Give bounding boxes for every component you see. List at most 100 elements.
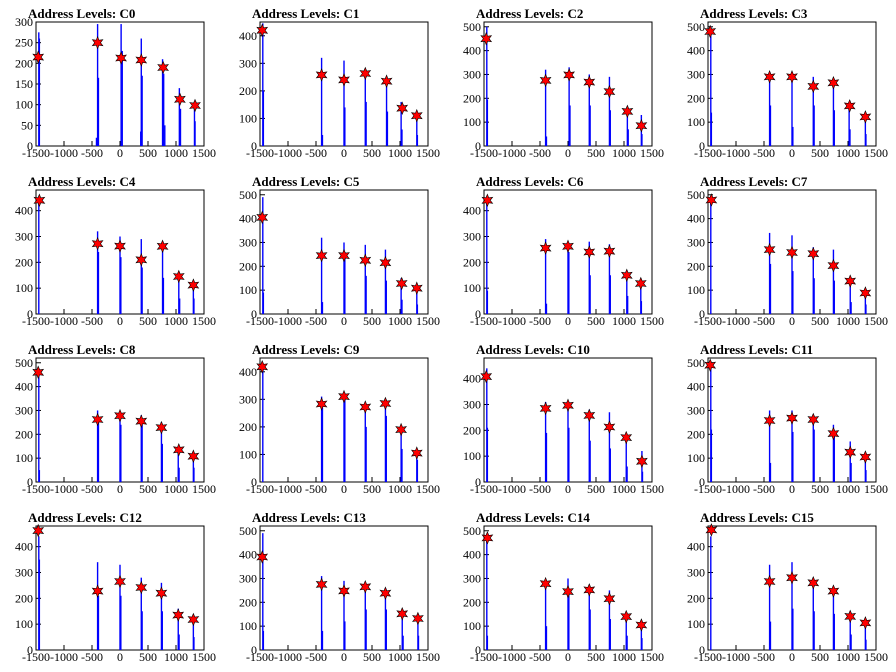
chart-title: Address Levels: C6 <box>476 174 584 189</box>
y-tick-label: 300 <box>687 566 705 580</box>
y-tick-label: 200 <box>239 595 257 609</box>
x-tick-label: -500 <box>81 650 103 664</box>
peak-marker <box>187 449 200 463</box>
y-tick-label: 300 <box>687 235 705 249</box>
chart-svg: Address Levels: C1 0 100 200 300 400 -1500 -100… <box>239 6 440 160</box>
chart-panel-c10: Address Levels: C10 0 100 200 300 400 -1500 -10… <box>448 336 672 504</box>
peak-marker <box>410 281 423 296</box>
y-tick-label: 500 <box>687 188 705 202</box>
y-tick-label: 100 <box>687 617 705 631</box>
x-tick-label: -500 <box>305 650 327 664</box>
x-tick-label: -1500 <box>246 146 274 160</box>
x-tick-label: 1500 <box>416 650 440 664</box>
peak-marker <box>539 241 552 255</box>
peak-marker <box>603 420 616 434</box>
y-tick-label: 0 <box>475 475 481 489</box>
y-tick-label: 0 <box>27 307 33 321</box>
x-tick-label: 500 <box>363 482 381 496</box>
peak-marker <box>539 73 552 88</box>
y-tick-label: 0 <box>699 139 705 153</box>
peak-marker <box>827 76 840 90</box>
peak-marker <box>807 576 820 590</box>
peak-marker <box>807 79 820 94</box>
x-tick-label: 1500 <box>192 314 216 328</box>
x-tick-label: -1000 <box>722 146 750 160</box>
chart-title: Address Levels: C9 <box>252 342 360 357</box>
chart-svg: Address Levels: C50100200300400500-1500-… <box>239 174 440 328</box>
peak-marker <box>359 253 372 268</box>
x-tick-label: -1500 <box>22 482 50 496</box>
plot-frame <box>483 21 653 147</box>
x-tick-label: -500 <box>529 482 551 496</box>
x-tick-label: 500 <box>811 146 829 160</box>
peak-marker <box>705 193 718 207</box>
x-tick-label: 500 <box>587 146 605 160</box>
y-tick-label: 300 <box>687 67 705 81</box>
peak-marker <box>315 397 328 411</box>
y-tick-label: 200 <box>687 427 705 441</box>
chart-title: Address Levels: C10 <box>476 342 590 357</box>
peak-marker <box>844 445 857 459</box>
peak-marker <box>636 454 648 469</box>
chart-title: Address Levels: C14 <box>476 510 590 525</box>
chart-panel-c0: Address Levels: C0 0 50 100 150 200 250 300 -150… <box>0 0 224 168</box>
x-tick-label: -1000 <box>50 650 78 664</box>
y-tick-label: 0 <box>251 139 257 153</box>
peak-marker <box>786 411 798 425</box>
y-tick-label: 0 <box>475 643 481 657</box>
y-tick-label: 300 <box>239 56 257 70</box>
chart-title: Address Levels: C1 <box>252 6 359 21</box>
y-tick-label: 400 <box>687 212 705 226</box>
peak-marker <box>91 412 104 427</box>
peak-marker <box>172 442 185 457</box>
y-tick-label: 0 <box>27 643 33 657</box>
y-tick-label: 100 <box>15 451 33 465</box>
peak-marker <box>91 584 104 598</box>
x-tick-label: 500 <box>363 146 381 160</box>
chart-panel-c5: Address Levels: C5 0 100 200 300 400 500 -1500-… <box>224 168 448 336</box>
x-tick-label: -1500 <box>246 482 274 496</box>
peak-marker <box>172 608 185 622</box>
x-tick-label: 500 <box>587 650 605 664</box>
y-tick-label: 200 <box>239 259 257 273</box>
peak-marker <box>32 50 45 64</box>
peak-marker <box>480 369 493 384</box>
peak-marker <box>539 401 552 416</box>
peak-marker <box>704 358 717 373</box>
y-tick-label: 100 <box>687 451 705 465</box>
peak-marker <box>32 365 45 380</box>
y-tick-label: 0 <box>251 643 257 657</box>
x-tick-label: 1000 <box>388 146 412 160</box>
x-tick-label: -500 <box>529 314 551 328</box>
y-tick-label: 300 <box>239 235 257 249</box>
peak-marker <box>859 616 872 630</box>
peak-marker <box>562 584 574 599</box>
peak-marker <box>603 591 616 606</box>
x-tick-label: 0 <box>565 314 571 328</box>
peak-marker <box>844 274 857 288</box>
x-tick-label: -1500 <box>470 650 498 664</box>
y-tick-label: 200 <box>463 423 481 437</box>
x-tick-label: -1500 <box>694 482 722 496</box>
y-tick-label: 400 <box>239 548 257 562</box>
peak-marker <box>115 51 127 65</box>
peak-marker <box>187 278 200 292</box>
peak-marker <box>187 612 200 627</box>
peak-marker <box>410 108 423 123</box>
peak-marker <box>583 75 596 89</box>
x-tick-label: -1500 <box>470 314 498 328</box>
chart-title: Address Levels: C3 <box>700 6 808 21</box>
y-tick-label: 500 <box>687 356 705 370</box>
chart-svg: Address Levels: C20100200300400500-1500-… <box>463 6 664 160</box>
x-tick-label: -1000 <box>274 482 302 496</box>
y-tick-label: 0 <box>699 475 705 489</box>
x-tick-label: 0 <box>565 146 571 160</box>
x-tick-label: 500 <box>139 146 157 160</box>
x-tick-label: -1500 <box>470 482 498 496</box>
y-tick-label: 500 <box>687 20 705 34</box>
y-tick-label: 500 <box>239 188 257 202</box>
x-tick-label: 1000 <box>612 482 636 496</box>
y-tick-label: 0 <box>699 643 705 657</box>
peak-marker <box>172 269 185 284</box>
y-tick-label: 400 <box>687 540 705 554</box>
